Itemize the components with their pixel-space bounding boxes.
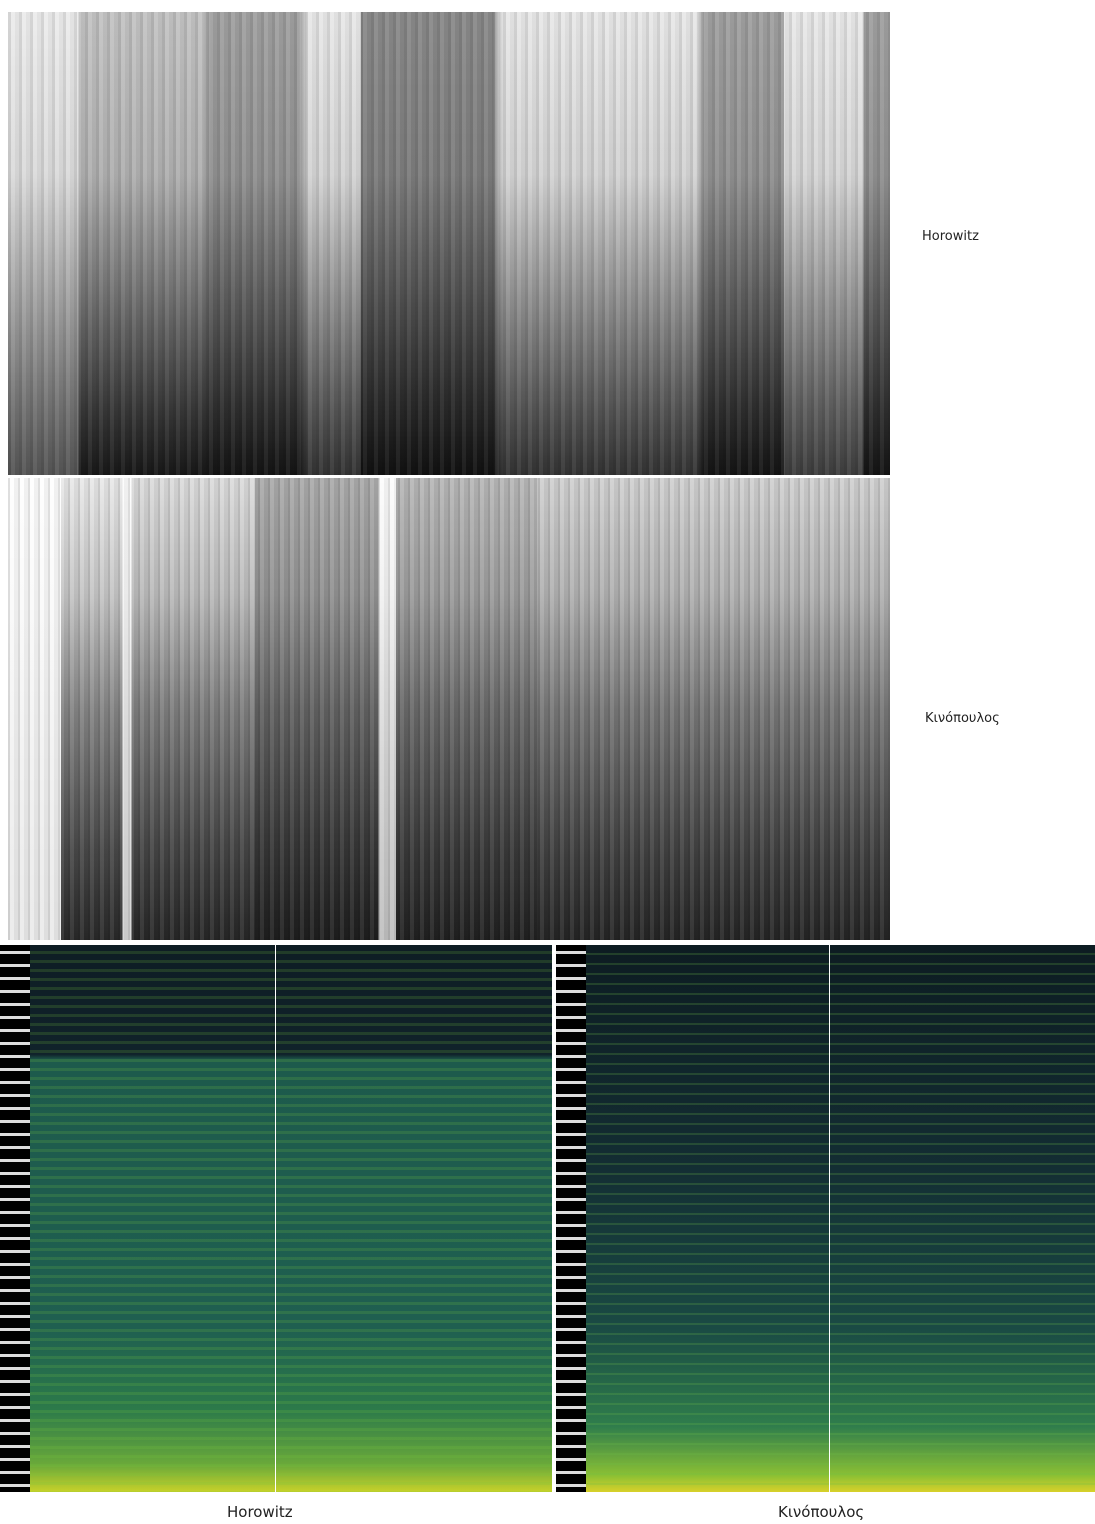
spectrogram-kinopoulos (8, 478, 890, 940)
page: Horowitz Κινόπουλος Horowitz Κινόπουλος … (0, 0, 1095, 1524)
caption: Horowitz (227, 1503, 293, 1521)
panel-label: Κινόπουλος (925, 711, 1000, 726)
channel-divider (829, 945, 830, 1492)
spectrogram-horowitz (8, 12, 890, 475)
frequency-axis (0, 945, 30, 1492)
frequency-axis (556, 945, 586, 1492)
caption: Κινόπουλος (778, 1503, 864, 1521)
spectrum-horowitz (30, 945, 552, 1492)
spectrum-kinopoulos (586, 945, 1095, 1492)
channel-divider (275, 945, 276, 1492)
panel-label: Horowitz (922, 229, 979, 244)
